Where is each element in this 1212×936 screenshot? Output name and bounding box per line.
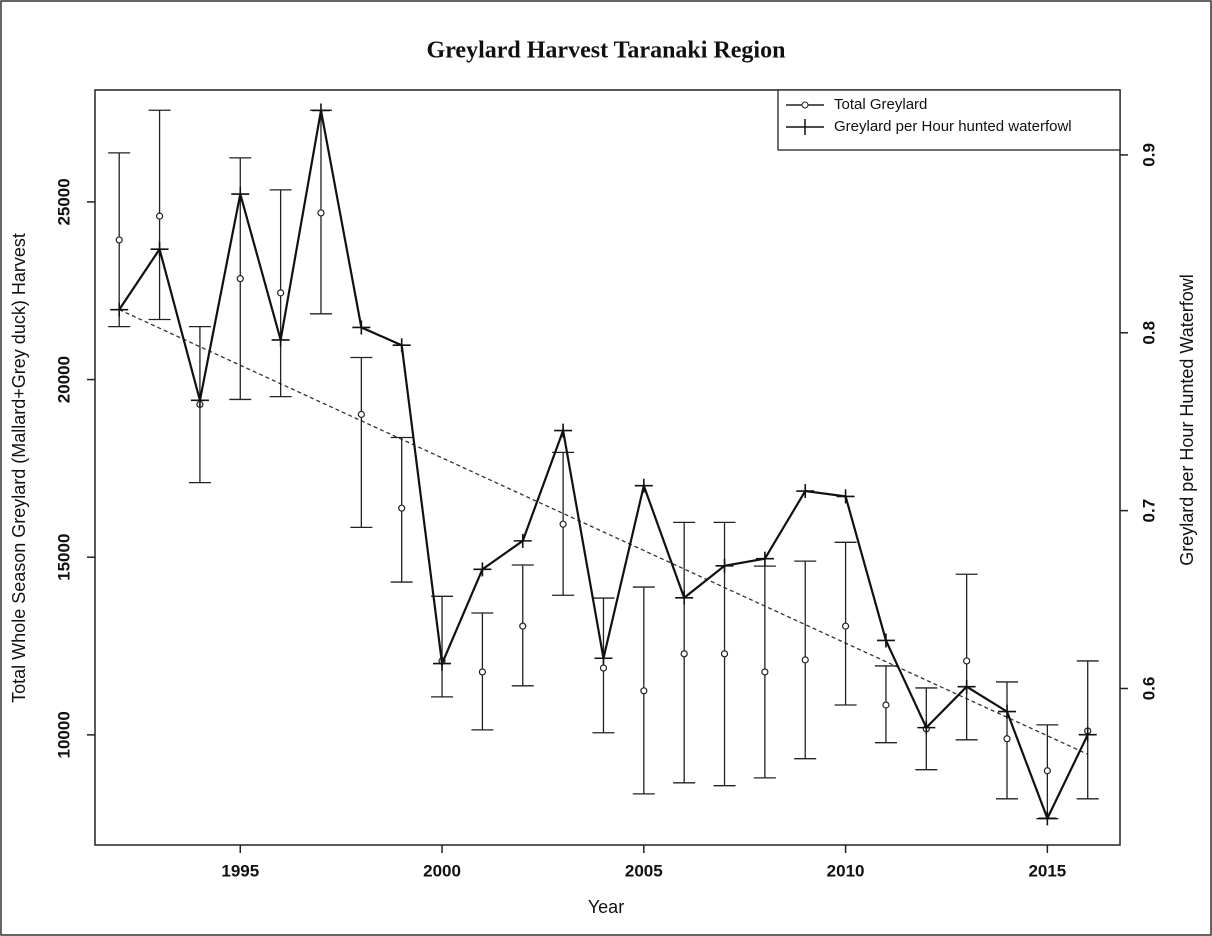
point — [761, 668, 769, 676]
point — [155, 212, 164, 220]
point — [841, 622, 850, 630]
plus-marker — [876, 633, 895, 648]
y2-tick-label: 0.8 — [1139, 321, 1158, 345]
point — [115, 236, 123, 244]
plus-marker — [675, 590, 694, 605]
y-tick-label: 10000 — [54, 711, 73, 758]
point — [559, 520, 567, 528]
point — [640, 687, 648, 695]
point — [680, 650, 688, 658]
y-axis-label: Total Whole Season Greylard (Mallard+Gre… — [9, 233, 29, 703]
point — [357, 410, 365, 418]
plus-marker — [1038, 811, 1057, 826]
point — [236, 275, 244, 283]
y-tick-label: 20000 — [54, 356, 73, 403]
y2-axis-label: Greylard per Hour Hunted Waterfowl — [1177, 274, 1197, 565]
plus-marker — [998, 704, 1017, 719]
plus-marker — [755, 551, 774, 566]
plus-marker — [554, 423, 573, 438]
plus-marker — [433, 656, 452, 671]
plus-marker — [473, 562, 492, 577]
chart-title: Greylard Harvest Taranaki Region — [427, 38, 786, 64]
plus-marker — [594, 651, 613, 666]
plus-marker — [231, 187, 250, 202]
plus-marker — [110, 302, 129, 317]
point — [599, 664, 608, 672]
point — [720, 650, 729, 658]
point — [1003, 735, 1011, 743]
plus-marker — [715, 558, 734, 573]
point — [398, 504, 406, 512]
x-tick-label: 2005 — [625, 861, 663, 880]
plus-marker — [836, 489, 855, 504]
y2-tick-label: 0.9 — [1139, 143, 1158, 167]
plus-marker — [190, 393, 209, 408]
legend-marker — [801, 101, 809, 109]
plus-marker — [957, 679, 976, 694]
point — [882, 701, 890, 709]
plus-marker — [150, 242, 169, 257]
point — [317, 209, 325, 217]
point — [277, 289, 285, 297]
y-tick-label: 25000 — [54, 178, 73, 225]
x-tick-label: 2010 — [827, 861, 865, 880]
point — [519, 622, 527, 630]
plus-marker — [1078, 727, 1097, 742]
x-tick-label: 2000 — [423, 861, 461, 880]
y2-tick-label: 0.7 — [1139, 499, 1158, 523]
plus-marker — [513, 533, 532, 548]
plot-box — [94, 89, 1121, 846]
point — [478, 668, 487, 676]
x-tick-label: 2015 — [1028, 861, 1066, 880]
x-axis-label: Year — [588, 897, 624, 917]
plus-marker — [796, 484, 815, 499]
plus-marker — [352, 320, 371, 335]
point — [1043, 767, 1051, 775]
plus-marker — [634, 478, 653, 493]
legend-label: Greylard per Hour hunted waterfowl — [834, 118, 1072, 135]
plus-marker — [917, 720, 936, 735]
legend-box — [777, 89, 1121, 151]
legend-label: Total Greylard — [834, 96, 927, 113]
plus-marker — [271, 332, 290, 347]
point — [963, 657, 971, 665]
plus-marker — [392, 338, 411, 353]
plus-marker — [311, 103, 330, 118]
y-tick-label: 15000 — [54, 534, 73, 581]
y2-tick-label: 0.6 — [1139, 677, 1158, 701]
x-tick-label: 1995 — [221, 861, 259, 880]
point — [801, 656, 809, 664]
